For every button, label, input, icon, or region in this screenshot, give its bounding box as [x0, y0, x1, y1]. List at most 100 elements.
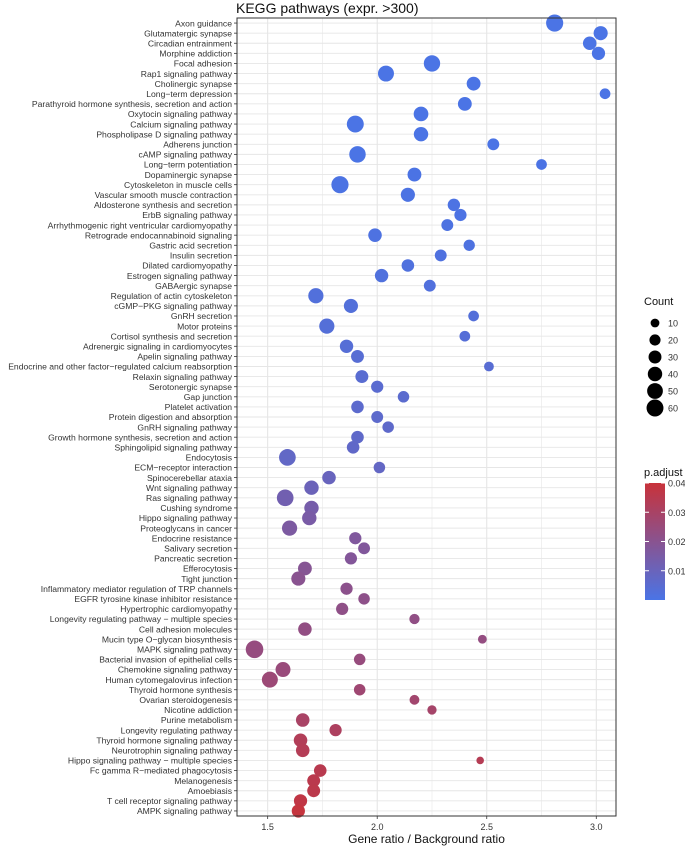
- x-tick-label: 2.0: [371, 822, 384, 832]
- size-legend-label: 10: [668, 319, 678, 329]
- y-tick-label: Insulin secretion: [170, 251, 232, 261]
- y-tick-label: Spinocerebellar ataxia: [147, 473, 232, 483]
- data-point: [377, 65, 394, 82]
- y-tick-label: Phospholipase D signaling pathway: [96, 129, 232, 139]
- y-tick-label: Vascular smooth muscle contraction: [95, 190, 233, 200]
- y-tick-label: Glutamatergic synapse: [144, 28, 232, 38]
- y-tick-label: Long−term potentiation: [144, 160, 232, 170]
- data-point: [346, 115, 364, 133]
- y-tick-label: T cell receptor signaling pathway: [107, 796, 233, 806]
- y-tick-label: Hippo signaling pathway: [139, 513, 233, 523]
- data-point: [373, 461, 386, 474]
- size-legend-dot: [648, 350, 662, 364]
- y-tick-label: Fc gamma R−mediated phagocytosis: [90, 766, 232, 776]
- y-tick-label: Focal adhesion: [174, 59, 233, 69]
- data-point: [407, 167, 422, 182]
- y-tick-label: Apelin signaling pathway: [137, 352, 232, 362]
- x-tick-label: 2.5: [480, 822, 493, 832]
- data-point: [304, 480, 319, 495]
- size-legend-label: 50: [668, 387, 678, 397]
- y-tick-label: Human cytomegalovirus infection: [105, 675, 232, 685]
- data-point: [295, 743, 310, 758]
- color-legend-label: 0.01: [668, 566, 685, 576]
- data-point: [302, 510, 317, 526]
- y-tick-label: Sphingolipid signaling pathway: [114, 443, 232, 453]
- data-point: [319, 318, 335, 334]
- data-point: [536, 159, 547, 170]
- y-tick-label: Amoebiasis: [188, 786, 232, 796]
- y-tick-label: Aldosterone synthesis and secretion: [94, 200, 232, 210]
- x-axis-title: Gene ratio / Background ratio: [348, 832, 505, 846]
- data-point: [307, 774, 321, 788]
- data-point: [349, 532, 362, 545]
- plot-panel: [236, 14, 617, 818]
- y-tick-label: Serotonergic synapse: [149, 382, 232, 392]
- y-tick-label: Morphine addiction: [159, 49, 232, 59]
- data-point: [297, 561, 312, 576]
- data-point: [275, 662, 291, 678]
- y-tick-label: Nicotine addiction: [164, 705, 232, 715]
- data-point: [343, 298, 358, 313]
- data-point: [298, 622, 312, 636]
- y-tick-label: Cortisol synthesis and secretion: [111, 331, 233, 341]
- chart-title: KEGG pathways (expr. >300): [236, 0, 418, 16]
- x-tick-label: 1.5: [261, 822, 274, 832]
- data-point: [457, 96, 472, 111]
- y-tick-label: Ovarian steroidogenesis: [139, 695, 232, 705]
- data-point: [447, 198, 461, 212]
- y-tick-label: Bacterial invasion of epithelial cells: [99, 655, 232, 665]
- size-legend-label: 60: [668, 404, 678, 414]
- data-point: [423, 279, 436, 292]
- y-tick-label: Melanogenesis: [174, 776, 232, 786]
- data-point: [355, 370, 369, 384]
- y-tick-label: Proteoglycans in cancer: [140, 523, 232, 533]
- y-tick-label: Inflammatory mediator regulation of TRP …: [41, 584, 232, 594]
- data-point: [281, 520, 298, 536]
- data-point: [427, 705, 437, 715]
- data-point: [276, 489, 294, 507]
- y-tick-label: Wnt signaling pathway: [146, 483, 233, 493]
- y-tick-label: Thyroid hormone signaling pathway: [96, 735, 232, 745]
- y-tick-label: Adherens junction: [163, 139, 232, 149]
- color-legend-title: p.adjust: [644, 467, 683, 479]
- size-legend-dot: [650, 318, 660, 328]
- y-tick-label: MAPK signaling pathway: [137, 645, 233, 655]
- x-axis-ticks: 1.5 2.0 2.5 3.0: [261, 816, 603, 832]
- data-points: [245, 14, 611, 818]
- y-tick-label: Dopaminergic synapse: [145, 170, 233, 180]
- color-legend-label: 0.04: [668, 479, 685, 489]
- y-tick-label: Efferocytosis: [183, 564, 232, 574]
- data-point: [351, 400, 364, 414]
- data-point: [349, 146, 366, 163]
- size-legend-dot: [646, 399, 664, 417]
- y-tick-label: Calcium signaling pathway: [130, 119, 232, 129]
- y-tick-label: Hippo signaling pathway − multiple speci…: [68, 756, 232, 766]
- data-point: [582, 36, 597, 51]
- data-point: [371, 411, 384, 423]
- data-point: [344, 552, 358, 565]
- data-point: [401, 259, 415, 272]
- data-point: [307, 784, 321, 798]
- data-point: [245, 640, 264, 659]
- data-point: [279, 449, 296, 466]
- data-point: [487, 138, 500, 151]
- data-point: [591, 46, 606, 60]
- data-point: [308, 288, 324, 304]
- size-legend-label: 30: [668, 353, 678, 363]
- y-tick-label: Endocytosis: [186, 453, 232, 463]
- data-point: [371, 380, 384, 393]
- grid-lines: [237, 18, 616, 816]
- y-tick-label: Salivary secretion: [164, 544, 232, 554]
- size-legend-label: 20: [668, 336, 678, 346]
- data-point: [454, 208, 467, 222]
- y-tick-label: Purine metabolism: [161, 715, 232, 725]
- y-tick-label: Gap junction: [184, 392, 232, 402]
- size-legend-dot: [647, 366, 663, 382]
- data-point: [413, 126, 429, 142]
- y-tick-label: Endocrine and other factor−regulated cal…: [8, 362, 232, 372]
- color-legend-label: 0.03: [668, 508, 685, 518]
- y-tick-label: GnRH signaling pathway: [137, 422, 232, 432]
- y-tick-label: Hypertrophic cardiomyopathy: [120, 604, 232, 614]
- data-point: [463, 239, 475, 251]
